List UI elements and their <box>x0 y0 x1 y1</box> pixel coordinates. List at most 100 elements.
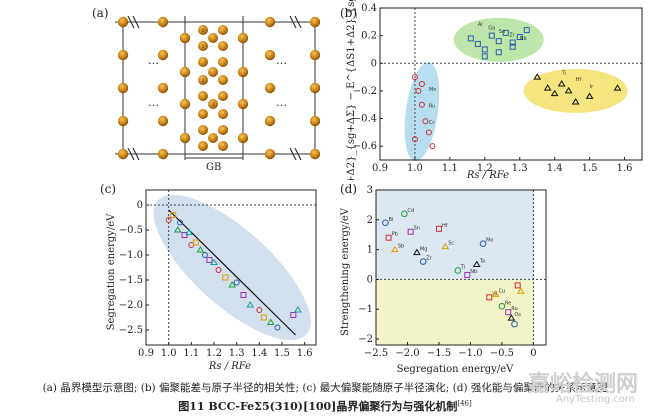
atom <box>218 91 228 101</box>
x-tick-label: 1.2 <box>477 163 493 174</box>
panel-d-label: (d) <box>340 182 358 196</box>
panel-b-xlabel: Rs / RFe <box>466 170 509 180</box>
element-label: Ru <box>511 306 517 312</box>
element-label: Bi <box>388 217 393 223</box>
chart-c: Segregation energy/eV Rs / RFe 0.9 1.0 1.1… <box>106 189 317 372</box>
atom <box>309 115 320 127</box>
element-label: Sn <box>414 226 420 232</box>
y-tick-label: −0.6 <box>353 141 377 152</box>
x-tick-label: 1.5 <box>582 163 598 174</box>
atom <box>157 16 169 28</box>
x-tick-label: 1.0 <box>161 348 177 359</box>
atom <box>198 125 208 135</box>
region-embrittlement <box>376 279 534 345</box>
y-tick-label: −2.5 <box>119 325 143 336</box>
ellipsis-left-bottom: … <box>148 96 159 109</box>
data-point <box>382 219 389 227</box>
y-tick-label: −0.5 <box>119 225 143 236</box>
panel-d-ylabel: Strengthening energy/eV <box>340 207 351 336</box>
element-label: Mg <box>420 247 428 253</box>
data-point <box>233 279 240 286</box>
atom <box>198 41 208 51</box>
element-label: Ga <box>488 25 495 31</box>
x-tick-label: 0 <box>530 348 536 359</box>
atom <box>237 32 249 44</box>
element-label: Cr <box>429 120 435 126</box>
atom <box>198 57 208 67</box>
data-point <box>293 306 302 313</box>
plot-frame <box>145 189 317 346</box>
point-blue-group <box>425 129 432 136</box>
data-point <box>185 228 193 235</box>
point-yellow-group <box>557 80 566 87</box>
atom <box>208 67 218 77</box>
element-label: Ru <box>429 103 435 109</box>
atom <box>264 49 276 61</box>
y-tick-label: −2.0 <box>119 300 143 311</box>
data-point <box>464 271 471 278</box>
point-green-group <box>474 40 481 47</box>
data-point <box>266 318 275 325</box>
plot-frame <box>379 7 643 161</box>
data-point <box>196 246 205 253</box>
grain-boundary-model: 0 1 2 3 <box>115 15 320 161</box>
point-yellow-group <box>585 92 594 99</box>
x-tick-label: −0.5 <box>490 348 514 359</box>
panel-a-label: (a) <box>92 6 109 20</box>
data-point <box>391 245 399 253</box>
atom <box>198 141 208 151</box>
point-green-group <box>502 29 509 36</box>
data-point <box>511 320 518 328</box>
point-green-group <box>481 46 488 53</box>
atom <box>157 115 169 127</box>
atom <box>198 109 208 119</box>
ellipsis-left-top: … <box>148 54 159 67</box>
y-tick-label: 0.2 <box>361 31 377 42</box>
data-point <box>413 248 421 256</box>
point-yellow-group <box>571 97 580 105</box>
data-point <box>246 301 255 308</box>
chart-d: Strengthening energy/eV Segregation ener… <box>340 185 547 375</box>
atom <box>157 82 169 94</box>
ellipsis-right-bottom: … <box>276 96 287 109</box>
data-point <box>419 258 427 265</box>
element-label: Ir <box>590 84 594 90</box>
data-point <box>192 239 199 246</box>
data-point <box>407 228 414 235</box>
site-number: 1 <box>201 44 204 50</box>
data-point <box>240 292 247 298</box>
point-green-group <box>481 53 488 60</box>
atom <box>218 109 228 119</box>
data-point <box>173 226 182 233</box>
atom <box>309 49 320 61</box>
data-point <box>435 225 442 232</box>
data-point <box>260 314 267 321</box>
element-label: Sn <box>499 29 505 35</box>
element-label: Os <box>514 312 521 318</box>
caption-ref: [46] <box>457 399 472 408</box>
atom <box>157 49 169 61</box>
panel-c-label: (c) <box>100 182 117 196</box>
y-tick-label: −0.4 <box>353 114 377 125</box>
element-label: Nb <box>520 36 527 42</box>
element-label: Sc <box>448 241 454 247</box>
data-point <box>441 242 450 250</box>
data-point <box>210 258 218 265</box>
axis-break-marks <box>127 15 302 161</box>
y-tick-label: −1.0 <box>119 250 143 261</box>
atom <box>208 99 218 109</box>
y-tick-label: 0 <box>367 274 373 285</box>
data-point <box>486 294 493 301</box>
data-point <box>256 307 263 313</box>
point-blue-group <box>415 87 422 94</box>
data-point <box>274 324 281 331</box>
element-label: W <box>492 291 497 297</box>
atom <box>218 141 228 151</box>
x-tick-label: 1.4 <box>547 163 563 174</box>
atom <box>208 133 218 143</box>
x-tick-label: 0.9 <box>372 163 388 174</box>
y-tick-label: 3 <box>367 185 373 196</box>
point-blue-group <box>422 118 429 125</box>
element-label: Cd <box>407 208 414 214</box>
point-blue-group <box>418 101 425 108</box>
